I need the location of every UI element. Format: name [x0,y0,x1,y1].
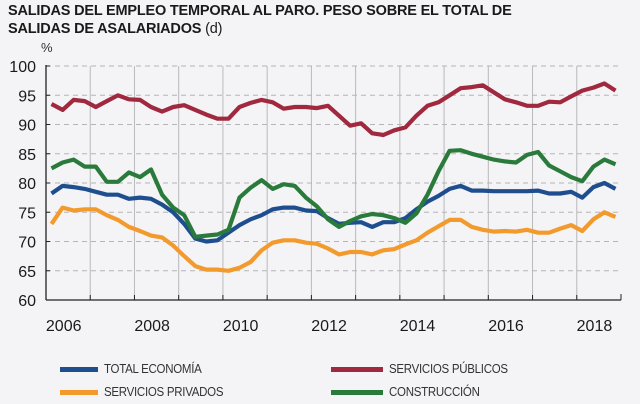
y-tick-label: 85 [18,147,36,164]
x-tick-label: 2012 [311,318,347,335]
y-tick-label: 70 [18,235,36,252]
series-line-construccion [50,148,617,239]
y-tick-label: 95 [18,88,36,105]
y-tick-label: 75 [18,205,36,222]
chart-title: SALIDAS DEL EMPLEO TEMPORAL AL PARO. PES… [8,2,512,38]
chart-title-line-2: SALIDAS DE ASALARIADOS (d) [8,20,512,38]
chart-title-line-1: SALIDAS DEL EMPLEO TEMPORAL AL PARO. PES… [8,3,512,19]
y-tick-label: 65 [18,264,36,281]
x-tick-label: 2008 [134,318,170,335]
y-axis-unit-label: % [41,40,53,55]
x-axis-tick-labels: 2006 2008 2010 2012 2014 2016 2018 [46,318,612,335]
series-lines [49,81,617,273]
y-tick-label: 60 [18,293,36,310]
y-tick-label: 90 [18,118,36,135]
series-line-servicios-privados [49,205,617,273]
series-line-servicios-publicos [50,81,617,138]
y-axis-tick-labels: 60 65 70 75 80 85 90 95 100 [9,59,36,310]
x-tick-label: 2016 [488,318,524,335]
x-tick-label: 2010 [223,318,259,335]
chart-title-main: SALIDAS DE ASALARIADOS [8,21,202,37]
y-tick-label: 80 [18,176,36,193]
x-tick-label: 2014 [400,318,436,335]
x-tick-label: 2018 [577,318,613,335]
chart-title-note: (d) [205,21,223,37]
x-tick-label: 2006 [46,318,82,335]
y-tick-label: 100 [9,59,36,76]
axes [45,65,622,301]
